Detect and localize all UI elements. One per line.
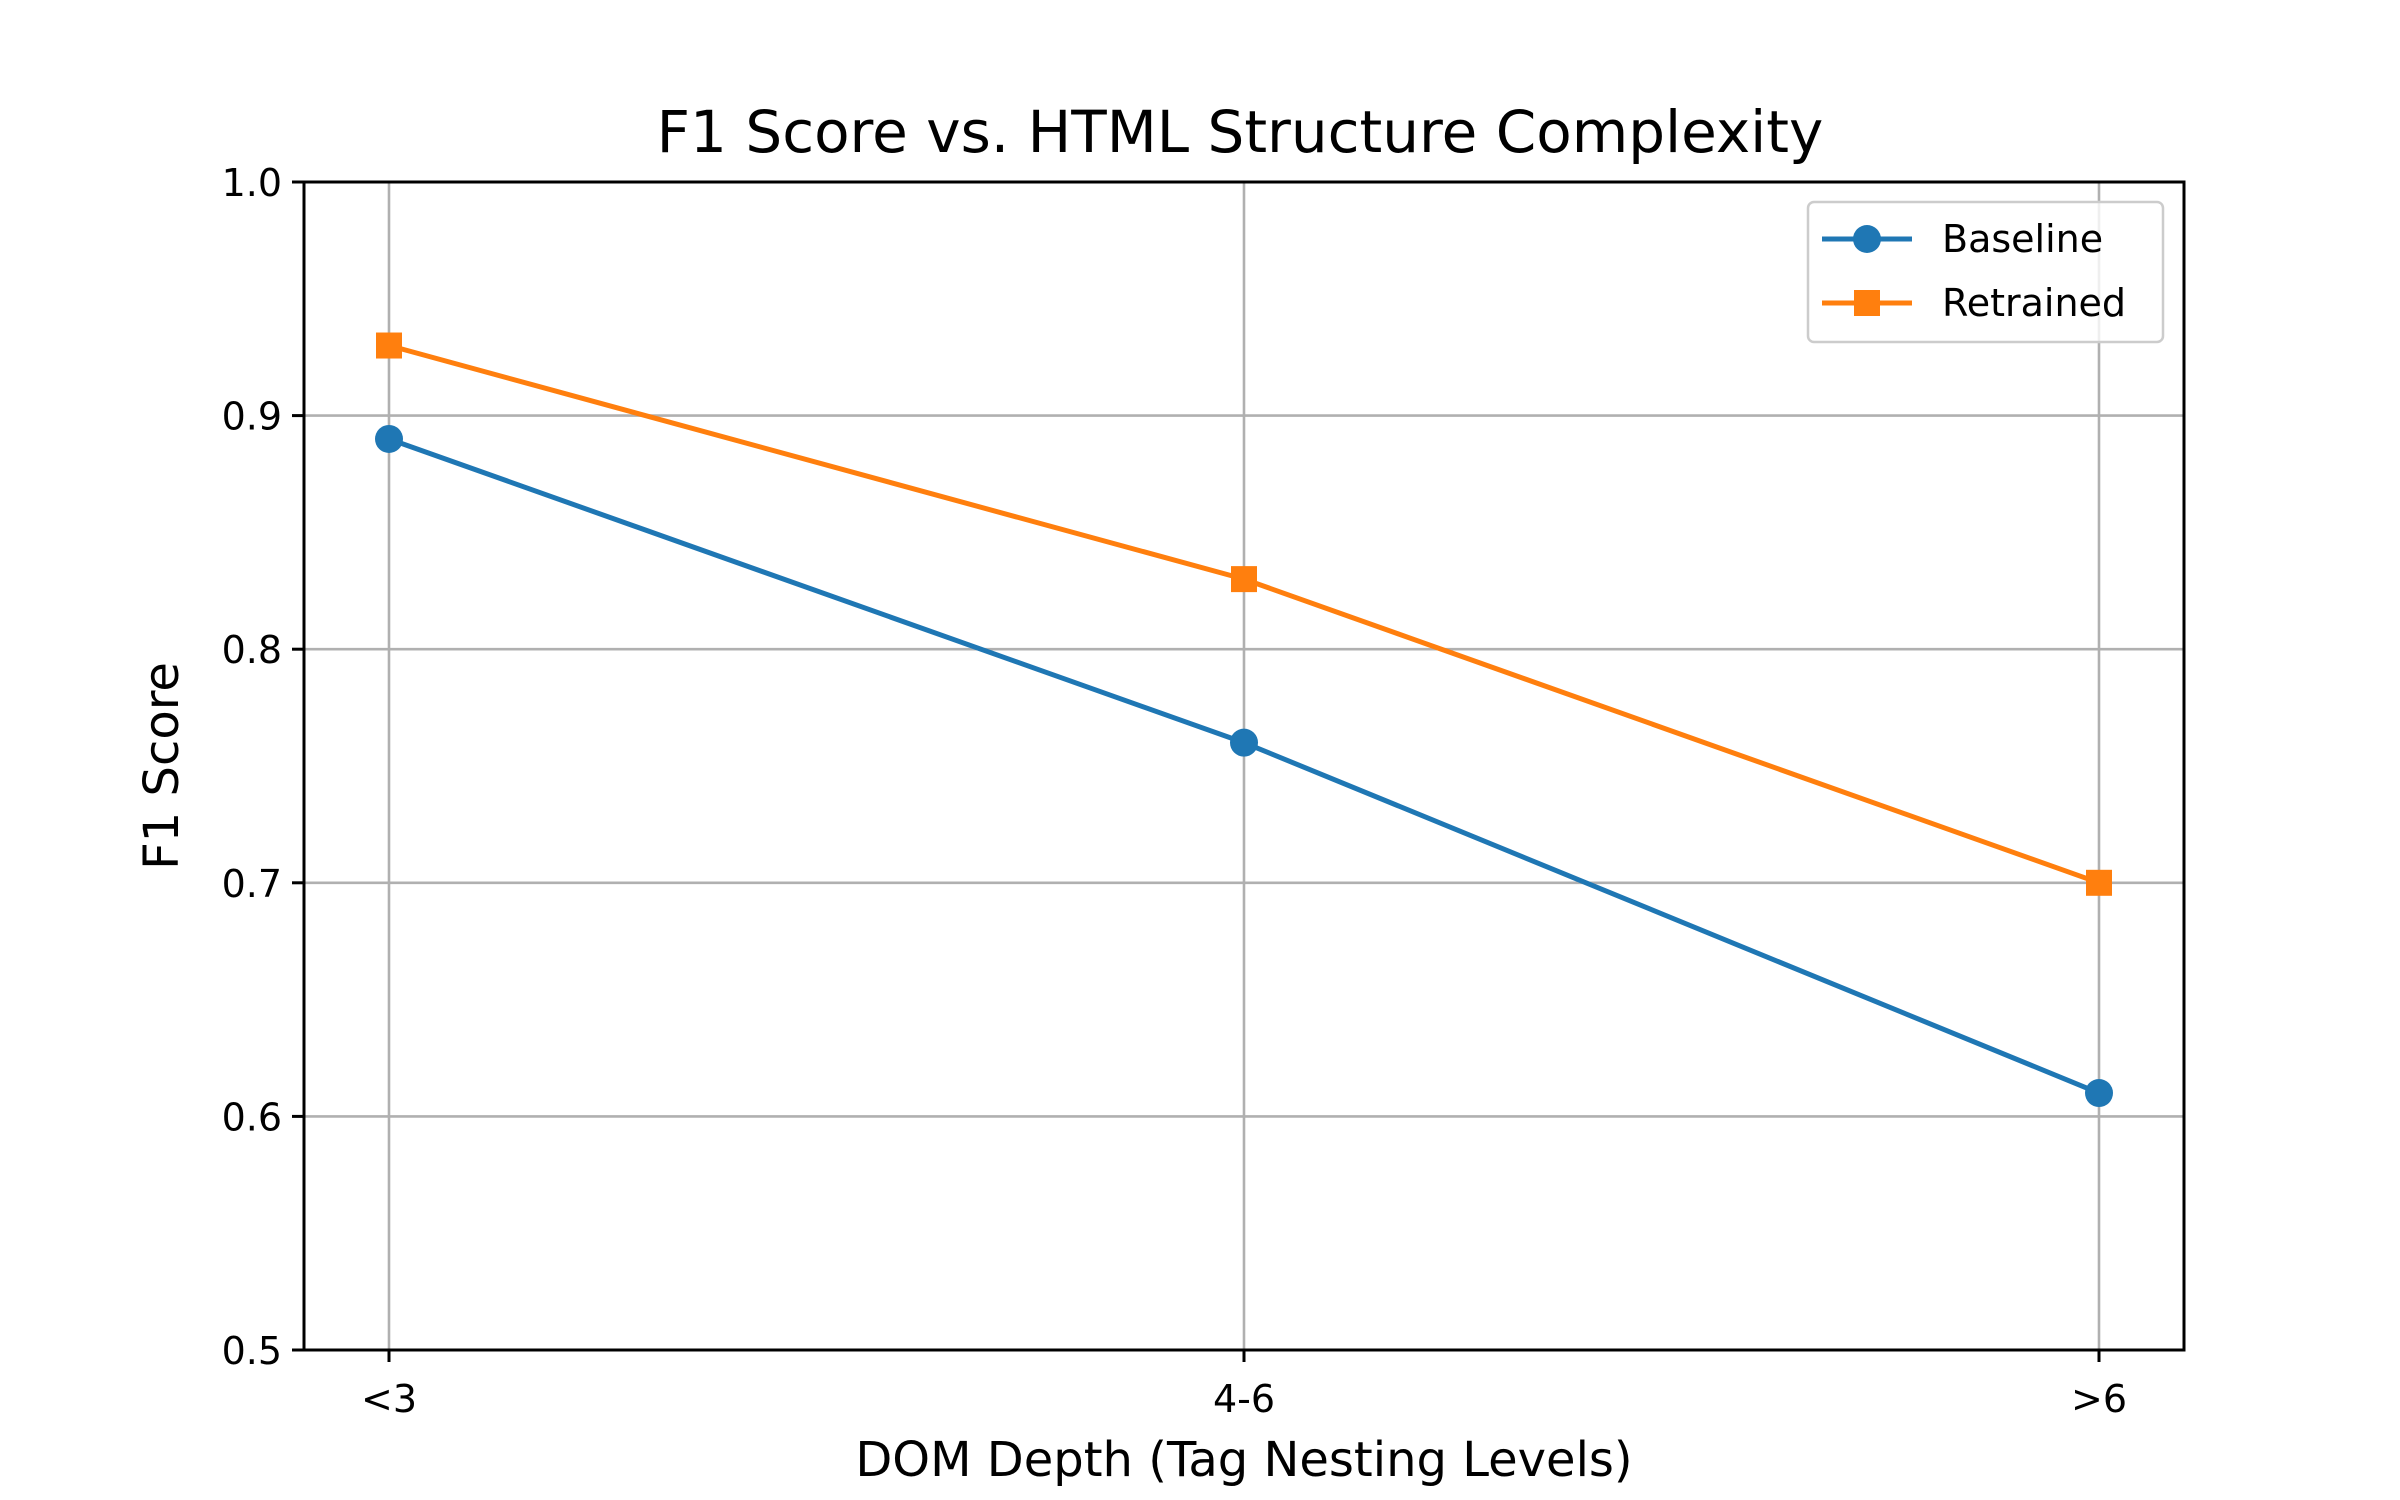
series-baseline <box>375 424 2113 1108</box>
x-tick-label: <3 <box>361 1377 417 1421</box>
legend-label: Retrained <box>1942 281 2126 325</box>
legend-marker <box>1854 290 1880 316</box>
x-tick-label: 4-6 <box>1213 1377 1275 1421</box>
x-axis-label: DOM Depth (Tag Nesting Levels) <box>855 1432 1632 1488</box>
legend-marker <box>1853 225 1881 253</box>
series-retrained <box>376 332 2112 896</box>
data-point <box>376 332 402 359</box>
y-axis-label: F1 Score <box>134 662 190 870</box>
y-tick-label: 0.6 <box>222 1095 282 1139</box>
y-tick-label: 1.0 <box>222 161 282 205</box>
y-tick-label: 0.9 <box>222 395 282 439</box>
grid <box>304 180 2184 1352</box>
y-tick-label: 0.7 <box>222 862 282 906</box>
data-point <box>2085 1079 2113 1108</box>
legend-label: Baseline <box>1942 217 2103 261</box>
axis-ticks: 0.5 0.6 0.7 0.8 0.9 1.0 <3 4-6 >6 <box>222 161 2127 1421</box>
y-tick-label: 0.8 <box>222 628 282 672</box>
data-point <box>375 424 403 453</box>
chart-title: F1 Score vs. HTML Structure Complexity <box>657 98 1824 166</box>
data-point <box>1230 728 1258 757</box>
data-point <box>1231 566 1257 593</box>
x-tick-label: >6 <box>2071 1377 2127 1421</box>
y-tick-label: 0.5 <box>222 1329 282 1373</box>
data-point <box>2086 869 2112 896</box>
legend: Baseline Retrained <box>1806 200 2165 344</box>
plot-series <box>375 332 2113 1108</box>
